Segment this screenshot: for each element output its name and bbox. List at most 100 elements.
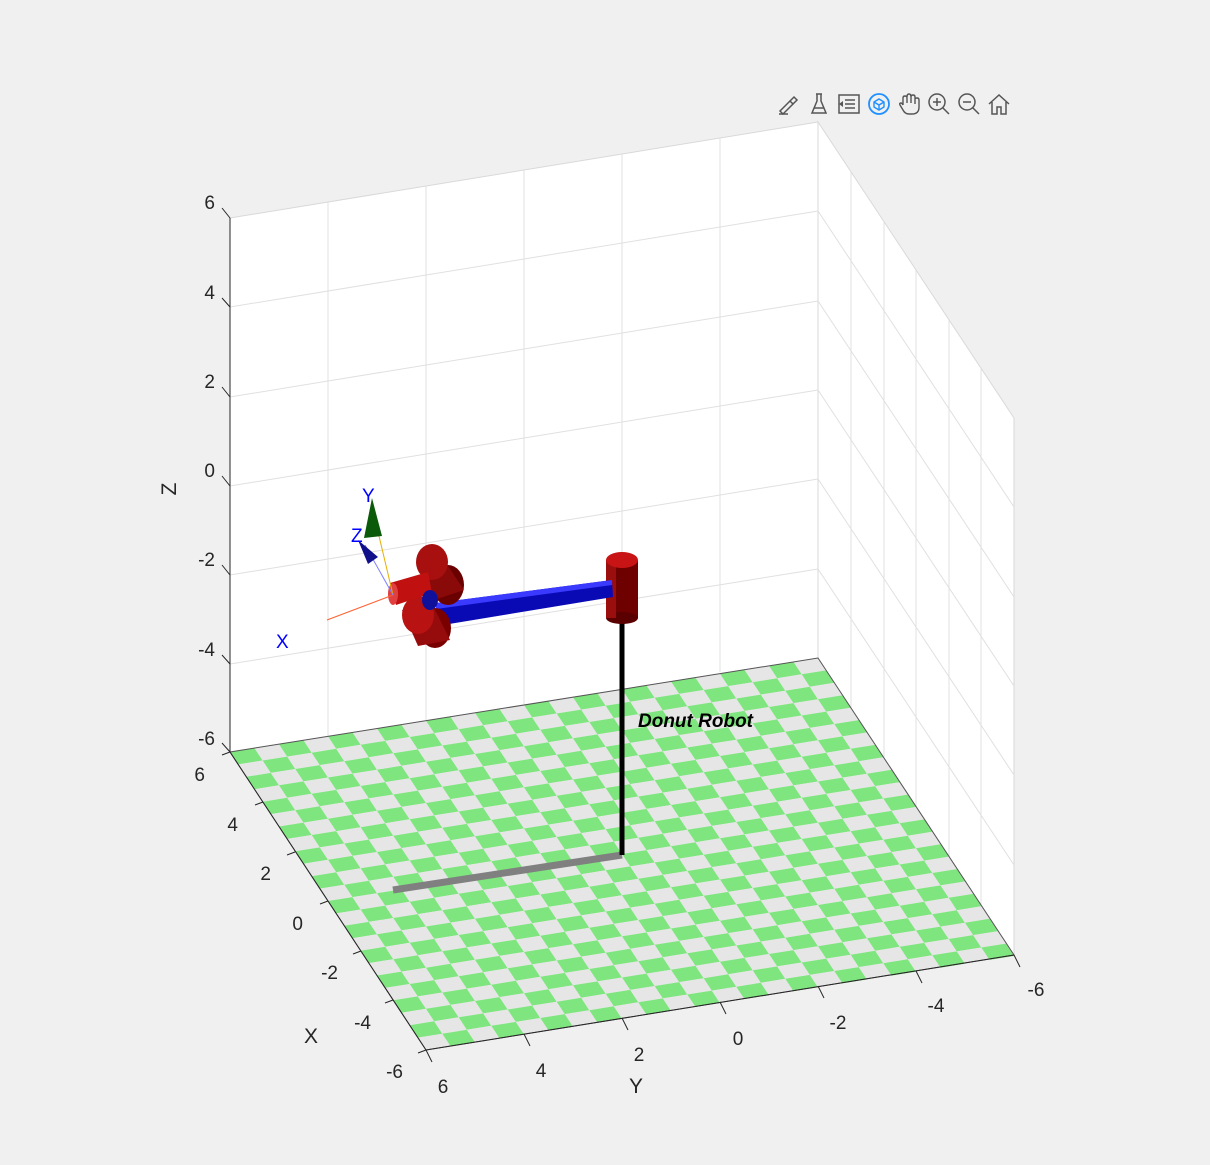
floor-tile <box>507 840 541 858</box>
floor-tile <box>417 827 451 845</box>
floor-tile <box>622 685 655 702</box>
floor-tile <box>434 893 467 911</box>
floor-tile <box>744 871 778 888</box>
floor-tile <box>564 722 598 739</box>
floor-tile <box>499 746 533 763</box>
y-axis-label: Y <box>629 1075 643 1098</box>
floor-tile <box>507 717 541 734</box>
floor-tile <box>589 882 622 900</box>
floor-tile <box>842 897 876 914</box>
floor-tile <box>401 720 435 737</box>
zoom-out-button[interactable] <box>954 89 984 119</box>
floor-tile <box>475 750 508 767</box>
floor-tile <box>695 673 729 690</box>
floor-tile <box>744 748 778 765</box>
floor-tile <box>393 955 426 972</box>
floor-tile <box>687 825 720 843</box>
floor-tile <box>728 764 761 781</box>
floor-tile <box>458 725 492 742</box>
brush-edit-icon <box>778 95 799 116</box>
floor-tile <box>385 737 418 754</box>
floor-tile <box>352 728 386 745</box>
rotate-3d-button[interactable] <box>864 89 894 119</box>
floor-tile <box>883 918 916 935</box>
floor-tile <box>434 852 467 869</box>
floor-tile <box>270 769 304 786</box>
robot-joint-4[interactable] <box>388 572 438 610</box>
floor-tile <box>834 843 867 860</box>
floor-tile <box>483 1009 516 1026</box>
floor-tile <box>613 920 647 937</box>
floor-tile <box>385 901 418 918</box>
floor-tile <box>515 812 549 829</box>
floor-tile <box>638 833 671 851</box>
floor-tile <box>385 860 418 877</box>
data-tip-button[interactable] <box>804 89 834 119</box>
y-tick-label: -4 <box>928 996 945 1017</box>
floor-tile <box>793 781 827 798</box>
floor-tile <box>687 949 720 966</box>
legend-button[interactable] <box>834 89 864 119</box>
floor-tile <box>491 733 524 751</box>
floor-tile <box>736 735 769 753</box>
y-tick-label: -2 <box>830 1013 847 1034</box>
floor-tile <box>491 980 524 998</box>
floor-tile <box>711 863 745 880</box>
rotate-3d-icon <box>868 93 890 115</box>
robot[interactable]: Y Z X Donut Robot <box>276 486 754 894</box>
floor-tile <box>475 997 508 1014</box>
zoom-in-button[interactable] <box>924 89 954 119</box>
floor-tile <box>654 817 688 834</box>
brush-edit-button[interactable] <box>774 89 804 119</box>
floor-tile <box>393 996 426 1013</box>
floor-tile <box>589 923 622 941</box>
floor-tile <box>867 769 900 787</box>
floor-tile <box>728 846 761 864</box>
floor-tile <box>336 868 369 885</box>
floor-tile <box>638 957 671 974</box>
floor-tile <box>769 661 802 679</box>
floor-tile <box>466 984 500 1001</box>
floor-tile <box>401 803 435 820</box>
floor-tile <box>368 794 402 811</box>
floor-tile <box>711 822 745 839</box>
floor-tile <box>679 854 712 871</box>
floor-tile <box>801 711 835 728</box>
home-button[interactable] <box>984 89 1014 119</box>
floor-tile <box>630 862 663 879</box>
z-tick-label: 2 <box>204 372 215 393</box>
floor-tile <box>736 818 769 835</box>
floor-tile <box>850 950 884 968</box>
floor-tile <box>491 1021 524 1039</box>
floor-tile <box>548 985 582 1002</box>
floor-tile <box>801 917 835 934</box>
floor-tile <box>752 966 786 983</box>
floor-tile <box>475 955 508 973</box>
pan-button[interactable] <box>894 89 924 119</box>
floor-tile <box>679 978 712 995</box>
floor-tile <box>818 901 851 918</box>
x-tick-label: -6 <box>386 1062 403 1083</box>
floor-tile <box>826 872 859 889</box>
floor-tile <box>842 773 876 790</box>
floor-tile <box>850 744 884 762</box>
floor-tile <box>589 1006 622 1023</box>
floor-tile <box>671 759 704 777</box>
floor-tile <box>720 752 753 769</box>
floor-tile <box>646 887 680 904</box>
floor-tile <box>687 784 720 802</box>
floor-tile <box>303 859 337 877</box>
floor-tile <box>769 950 802 967</box>
floor-tile <box>907 873 941 890</box>
floor-tile <box>564 804 598 821</box>
floor-tile <box>597 936 631 953</box>
floor-tile <box>295 806 328 823</box>
y-tick-label: 4 <box>536 1061 547 1082</box>
floor-tile <box>564 886 598 903</box>
floor-tile <box>540 808 573 825</box>
floor-tile <box>834 967 867 984</box>
floor-tile <box>450 1001 484 1018</box>
floor-tile <box>891 889 925 906</box>
floor-tile <box>336 827 369 844</box>
